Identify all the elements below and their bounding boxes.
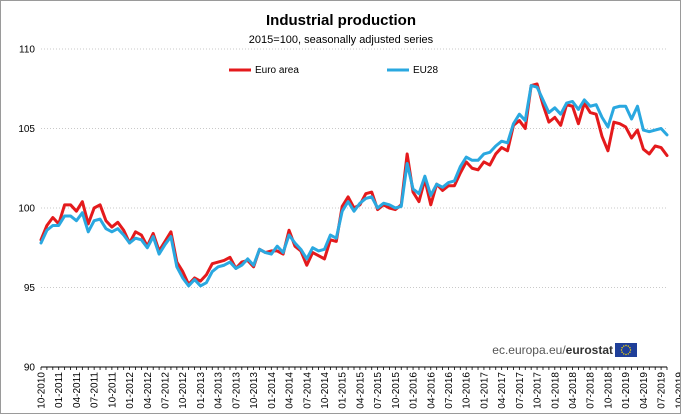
x-tick-label: 07-2018 xyxy=(586,372,597,409)
branding-name: eurostat xyxy=(566,343,613,357)
x-tick-label: 01-2018 xyxy=(550,372,561,409)
series-line-euro-area xyxy=(39,82,669,286)
eu-flag-icon xyxy=(615,343,637,357)
series-line-eu28 xyxy=(39,84,669,288)
x-tick-label: 04-2012 xyxy=(143,372,154,409)
x-tick-label: 07-2019 xyxy=(657,372,668,409)
x-tick-label: 10-2017 xyxy=(533,372,544,409)
x-tick-label: 04-2017 xyxy=(497,372,508,409)
x-tick-label: 07-2013 xyxy=(231,372,242,409)
x-tick-label: 10-2013 xyxy=(249,372,260,409)
x-tick-label: 07-2015 xyxy=(373,372,384,409)
x-tick-label: 01-2015 xyxy=(338,372,349,409)
x-axis: 10-2010 01-2011 04-2011 07-2011 10-2011 01-20… xyxy=(37,366,680,409)
x-tick-label: 01-2013 xyxy=(196,372,207,409)
branding-url: ec.europa.eu/ xyxy=(492,343,566,357)
x-tick-label: 10-2015 xyxy=(391,372,402,409)
x-tick-label: 01-2016 xyxy=(409,372,420,409)
y-axis-ticks: 90 95 100 105 110 xyxy=(18,45,35,374)
y-tick-label: 95 xyxy=(24,283,36,294)
x-tick-label: 07-2011 xyxy=(90,372,101,408)
x-tick-label: 04-2018 xyxy=(568,372,579,409)
x-tick-label: 04-2014 xyxy=(285,372,296,409)
x-tick-label: 04-2016 xyxy=(426,372,437,409)
gridlines xyxy=(41,48,667,288)
x-tick-label: 01-2014 xyxy=(267,372,278,409)
x-tick-label: 01-2011 xyxy=(54,372,65,408)
x-tick-label: 10-2016 xyxy=(462,372,473,409)
x-tick-label: 04-2015 xyxy=(355,372,366,409)
branding-text: ec.europa.eu/eurostat xyxy=(492,343,613,357)
x-tick-label: 04-2019 xyxy=(639,372,650,409)
x-tick-label: 07-2014 xyxy=(302,372,313,409)
x-tick-label: 01-2012 xyxy=(125,372,136,409)
legend-label-eu28: EU28 xyxy=(413,65,438,76)
x-tick-label: 07-2016 xyxy=(444,372,455,409)
legend: Euro area EU28 xyxy=(229,65,438,76)
x-tick-label: 10-2010 xyxy=(37,372,48,409)
x-tick-label: 07-2012 xyxy=(161,372,172,409)
x-tick-label: 04-2013 xyxy=(214,372,225,409)
x-tick-label: 01-2017 xyxy=(479,372,490,409)
x-tick-label: 07-2017 xyxy=(515,372,526,409)
x-tick-label: 10-2018 xyxy=(603,372,614,409)
series-lines xyxy=(39,82,669,288)
x-tick-label: 10-2012 xyxy=(178,372,189,409)
eurostat-branding: ec.europa.eu/eurostat xyxy=(492,343,637,357)
chart-subtitle: 2015=100, seasonally adjusted series xyxy=(249,34,434,46)
y-tick-label: 105 xyxy=(18,124,35,135)
x-tick-label: 10-2011 xyxy=(107,372,118,408)
x-tick-label: 04-2011 xyxy=(72,372,83,408)
legend-label-euro-area: Euro area xyxy=(255,65,299,76)
x-tick-label: 10-2014 xyxy=(320,372,331,409)
x-tick-label: 01-2019 xyxy=(621,372,632,409)
x-tick-label: 10-2019 xyxy=(674,372,680,409)
chart-title: Industrial production xyxy=(266,12,416,29)
y-tick-label: 90 xyxy=(24,363,36,374)
y-tick-label: 100 xyxy=(18,204,35,215)
y-tick-label: 110 xyxy=(19,45,35,56)
